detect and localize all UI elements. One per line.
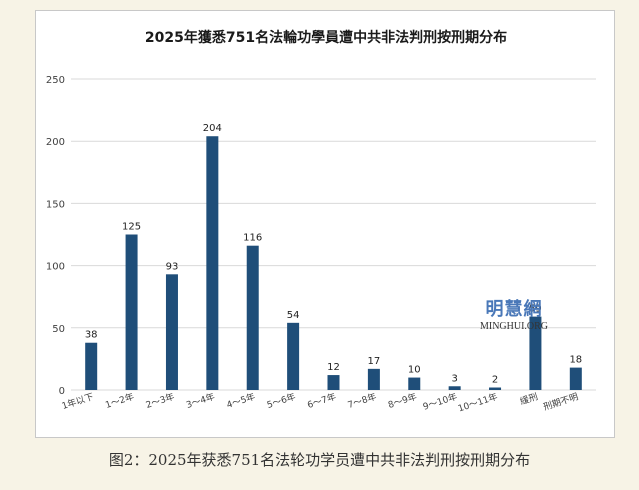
x-tick-label: 1～2年 (104, 390, 136, 411)
data-label: 54 (287, 310, 300, 321)
y-tick-label: 100 (46, 262, 65, 273)
data-label: 116 (243, 233, 262, 244)
bar (206, 136, 219, 390)
x-tick-label: 6～7年 (306, 390, 338, 411)
x-tick-label: 9～10年 (421, 390, 458, 412)
x-tick-label: 10～11年 (456, 390, 499, 414)
data-labels: 38 125 93 204 116 54 12 17 10 3 2 59 18 (85, 123, 582, 385)
y-tick-label: 250 (46, 75, 65, 86)
bar (246, 245, 259, 390)
x-tick-label: 7～8年 (346, 390, 378, 411)
x-tick-label: 8～9年 (386, 390, 418, 411)
x-tick-label: 2～3年 (144, 390, 176, 411)
data-label: 18 (569, 355, 582, 366)
bar-chart: 2025年獲悉751名法輪功學員遭中共非法判刑按刑期分布 05010015020… (46, 29, 596, 414)
bar (85, 342, 98, 390)
bar (408, 377, 421, 390)
x-tick-label: 4～5年 (225, 390, 257, 411)
bar (367, 368, 380, 390)
y-tick-label: 150 (46, 199, 65, 210)
data-label: 204 (203, 123, 222, 134)
x-tick-label: 1年以下 (60, 390, 95, 412)
data-label: 3 (451, 373, 457, 384)
x-tick-label: 刑期不明 (542, 391, 580, 413)
bar (448, 386, 461, 390)
bars (85, 136, 582, 390)
bar (125, 234, 138, 390)
data-label: 17 (368, 356, 381, 367)
data-label: 38 (85, 330, 98, 341)
bar (529, 316, 542, 390)
data-label: 59 (529, 304, 542, 315)
y-tick-label: 50 (52, 324, 65, 335)
y-axis-ticks: 0 50 100 150 200 250 (46, 75, 65, 397)
bar (489, 387, 502, 390)
chart-title: 2025年獲悉751名法輪功學員遭中共非法判刑按刑期分布 (145, 29, 507, 46)
x-tick-label: 緩刑 (519, 390, 540, 407)
data-label: 12 (327, 362, 340, 373)
x-axis-ticks: 1年以下 1～2年 2～3年 3～4年 4～5年 5～6年 6～7年 7～8年 8～9年 9～10… (60, 390, 579, 414)
watermark-english: MINGHUI.ORG (479, 321, 549, 332)
bar (569, 367, 582, 390)
data-label: 10 (408, 365, 421, 376)
watermark-chinese: 明慧網 (485, 299, 543, 320)
data-label: 93 (166, 261, 179, 272)
data-label: 125 (122, 222, 141, 233)
x-tick-label: 5～6年 (265, 390, 297, 411)
gridlines (71, 78, 596, 391)
bar (165, 274, 178, 390)
figure-caption: 图2：2025年获悉751名法轮功学员遭中共非法判刑按刑期分布 (108, 451, 531, 469)
data-label: 2 (492, 375, 498, 386)
minghui-watermark: 明慧網 MINGHUI.ORG (474, 301, 554, 332)
x-tick-label: 3～4年 (185, 390, 217, 411)
y-tick-label: 200 (46, 137, 65, 148)
chart-frame: 2025年獲悉751名法輪功學員遭中共非法判刑按刑期分布 0 50 100 150 20… (35, 10, 615, 438)
y-tick-label: 0 (59, 386, 65, 397)
bar (327, 375, 340, 390)
bar (287, 322, 300, 390)
